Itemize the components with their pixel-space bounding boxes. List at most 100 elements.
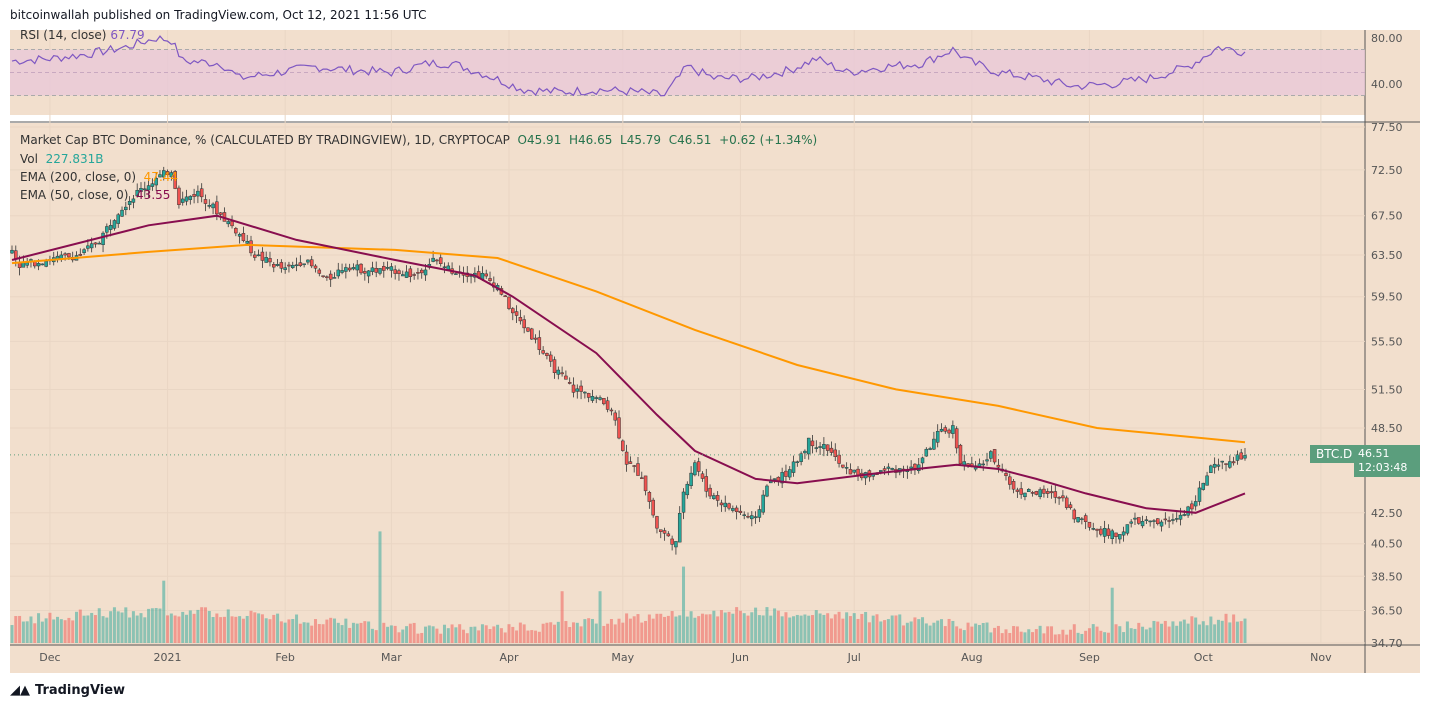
volume-bar [852, 613, 856, 643]
volume-bar [329, 617, 333, 643]
candle [1228, 461, 1232, 468]
candle [605, 400, 610, 410]
ema200-label: EMA (200, close, 0) [20, 170, 137, 184]
volume-bar [1019, 631, 1023, 643]
volume-bar [799, 615, 803, 643]
candle [1125, 524, 1130, 534]
volume-bar [1239, 621, 1243, 643]
volume-bar [670, 611, 674, 643]
candle [1231, 461, 1236, 464]
candle [86, 245, 90, 249]
candle [1080, 518, 1084, 521]
volume-bar [124, 607, 128, 643]
candle [112, 220, 117, 229]
candle [985, 459, 989, 462]
volume-bar [458, 624, 462, 643]
candle [1076, 517, 1080, 523]
volume-bar [875, 614, 879, 643]
candle [1159, 521, 1164, 527]
volume-bar [1201, 621, 1205, 643]
change-value: +0.62 (+1.34%) [719, 133, 818, 147]
volume-bar [207, 611, 211, 643]
volume-bar [1171, 621, 1175, 643]
volume-bar [120, 612, 124, 643]
candle [712, 495, 716, 499]
volume-bar [579, 626, 583, 643]
candle [347, 267, 352, 271]
candle [791, 461, 796, 473]
volume-bar [1186, 623, 1190, 643]
volume-bar [966, 622, 970, 643]
volume-bar [44, 618, 48, 643]
volume-bar [166, 615, 170, 643]
candle [548, 354, 553, 362]
volume-bar [678, 615, 682, 643]
candle [344, 267, 348, 272]
candle [1102, 528, 1107, 537]
volume-bar [1129, 628, 1133, 643]
candle [313, 265, 318, 269]
candle [780, 472, 784, 484]
volume-bar [867, 622, 871, 643]
volume-bar [420, 632, 424, 643]
candle [264, 257, 268, 263]
candle [275, 264, 280, 266]
candle [670, 538, 674, 545]
volume-bar [287, 619, 291, 643]
candle [526, 327, 530, 332]
volume-bar [826, 613, 830, 643]
volume-bar [238, 616, 242, 643]
candle [958, 444, 963, 465]
candle [765, 485, 769, 497]
candle [715, 495, 720, 501]
candle [848, 469, 853, 475]
candle [731, 508, 735, 511]
volume-bar [97, 608, 101, 643]
volume-bar [1232, 614, 1236, 643]
x-tick-label: 2021 [154, 651, 182, 664]
x-tick-label: May [611, 651, 634, 664]
volume-bar [169, 613, 173, 643]
candle [992, 449, 997, 463]
volume-bar [1065, 634, 1069, 643]
volume-bar [59, 619, 63, 643]
x-tick-label: Jun [731, 651, 749, 664]
candle [211, 203, 215, 209]
candle [306, 259, 310, 263]
volume-bar [1015, 626, 1019, 643]
volume-bar [1091, 624, 1095, 643]
candle [935, 431, 940, 443]
volume-bar [1042, 633, 1046, 643]
y-tick-label: 42.50 [1371, 507, 1403, 520]
volume-bar [298, 623, 302, 643]
volume-bar [473, 626, 477, 643]
volume-bar [1220, 620, 1224, 643]
volume-bar [784, 612, 788, 643]
y-tick-label: 51.50 [1371, 383, 1403, 396]
candle [412, 274, 416, 276]
volume-bar [731, 613, 735, 643]
candle [1015, 489, 1020, 492]
candle [404, 271, 409, 278]
volume-bar [1152, 620, 1156, 643]
volume-bar [564, 621, 568, 643]
volume-bar [981, 622, 985, 643]
candle [628, 461, 633, 464]
volume-bar [640, 622, 644, 643]
volume-bar [750, 612, 754, 643]
candle [636, 463, 640, 476]
volume-bar [40, 621, 44, 643]
volume-bar [21, 621, 25, 643]
candle [1110, 530, 1114, 539]
candle [488, 278, 492, 281]
candle [541, 350, 545, 354]
candle [761, 494, 765, 513]
volume-bar [571, 622, 575, 643]
candle [1209, 465, 1213, 473]
candle [932, 438, 936, 450]
volume-bar [480, 624, 484, 643]
volume-bar [78, 609, 82, 643]
candle [162, 170, 166, 178]
tradingview-logo[interactable]: ◢▲ TradingView [10, 683, 125, 698]
